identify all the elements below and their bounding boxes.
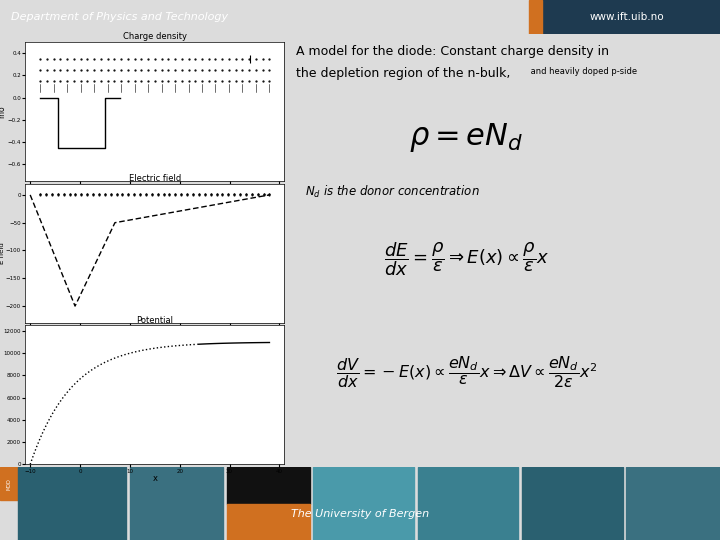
Text: $\dfrac{dE}{dx} = \dfrac{\rho}{\varepsilon} \Rightarrow E(x) \propto \dfrac{\rho: $\dfrac{dE}{dx} = \dfrac{\rho}{\varepsil… <box>384 240 549 278</box>
Text: $\dfrac{dV}{dx} = -E(x) \propto \dfrac{eN_d}{\varepsilon}x \Rightarrow \Delta V : $\dfrac{dV}{dx} = -E(x) \propto \dfrac{e… <box>336 354 598 390</box>
Bar <box>227 467 310 503</box>
Y-axis label: rho: rho <box>0 105 6 118</box>
Bar <box>18 467 126 540</box>
Text: Department of Physics and Technology: Department of Physics and Technology <box>11 12 228 22</box>
Bar <box>522 467 623 540</box>
Title: Potential: Potential <box>136 316 174 325</box>
Bar <box>418 467 518 540</box>
Bar <box>529 0 542 34</box>
Title: Electric field: Electric field <box>129 174 181 183</box>
Bar <box>227 503 310 540</box>
Bar <box>130 467 223 540</box>
Text: and heavily doped p-side: and heavily doped p-side <box>528 66 637 76</box>
Bar <box>313 467 414 540</box>
Text: A model for the diode: Constant charge density in: A model for the diode: Constant charge d… <box>297 45 610 58</box>
X-axis label: x: x <box>153 332 157 341</box>
Bar <box>540 0 720 34</box>
X-axis label: x: x <box>153 190 157 199</box>
Text: MOD: MOD <box>6 478 11 490</box>
Text: the depletion region of the n-bulk,: the depletion region of the n-bulk, <box>297 66 511 79</box>
Title: Charge density: Charge density <box>123 32 186 42</box>
Y-axis label: Volts: Volts <box>0 387 2 403</box>
Text: $\rho = eN_d$: $\rho = eN_d$ <box>410 122 523 154</box>
Bar <box>626 467 720 540</box>
Text: The University of Bergen: The University of Bergen <box>291 509 429 519</box>
X-axis label: x: x <box>153 474 157 483</box>
Text: $N_d$ is the donor concentration: $N_d$ is the donor concentration <box>305 184 480 200</box>
Y-axis label: E field: E field <box>0 242 4 264</box>
Bar <box>0 467 18 500</box>
Text: www.ift.uib.no: www.ift.uib.no <box>589 12 664 22</box>
